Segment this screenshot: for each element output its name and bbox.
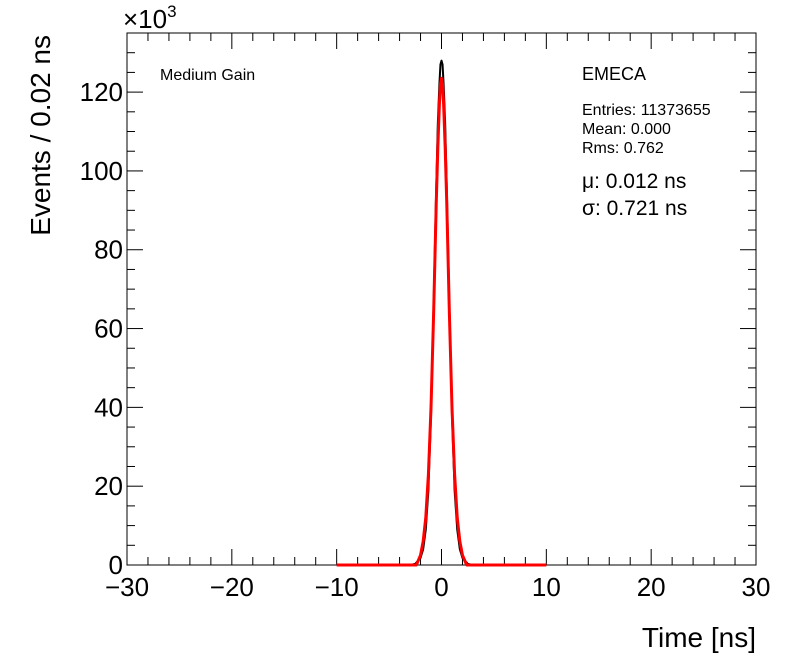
axis-ticks	[126, 32, 757, 566]
y-tick-label: 20	[94, 471, 123, 501]
stats-entries: Entries: 11373655	[582, 102, 711, 119]
stats-mean: Mean: 0.000	[582, 121, 671, 138]
x-tick-label: −10	[315, 572, 359, 602]
fit-mu: μ: 0.012 ns	[582, 170, 686, 193]
detector-label: EMECA	[582, 64, 646, 84]
fit-series-line	[336, 76, 547, 567]
y-tick-label: 60	[94, 314, 123, 344]
x-tick-label: 30	[742, 572, 771, 602]
y-axis-title: Events / 0.02 ns	[25, 35, 56, 236]
x-tick-label: −20	[210, 572, 254, 602]
series-layer	[336, 59, 547, 567]
gain-label: Medium Gain	[160, 67, 255, 84]
stats-rms: Rms: 0.762	[582, 140, 664, 157]
fit-sigma: σ: 0.721 ns	[582, 197, 687, 220]
x-tick-label: −30	[105, 572, 149, 602]
x-tick-label: 10	[532, 572, 561, 602]
y-tick-label: 40	[94, 392, 123, 422]
x-tick-label: 20	[637, 572, 666, 602]
histogram-series-line	[409, 59, 474, 566]
y-multiplier: ×103	[123, 2, 177, 34]
y-tick-label: 0	[109, 550, 123, 580]
y-tick-label: 100	[80, 156, 123, 186]
x-tick-labels: −30 −20 −10 0 10 20 30	[105, 572, 771, 602]
y-tick-label: 80	[94, 235, 123, 265]
x-axis-title: Time [ns]	[642, 622, 756, 653]
y-tick-labels: 0 20 40 60 80 100 120	[80, 77, 123, 580]
x-tick-label: 0	[434, 572, 448, 602]
y-tick-label: 120	[80, 77, 123, 107]
